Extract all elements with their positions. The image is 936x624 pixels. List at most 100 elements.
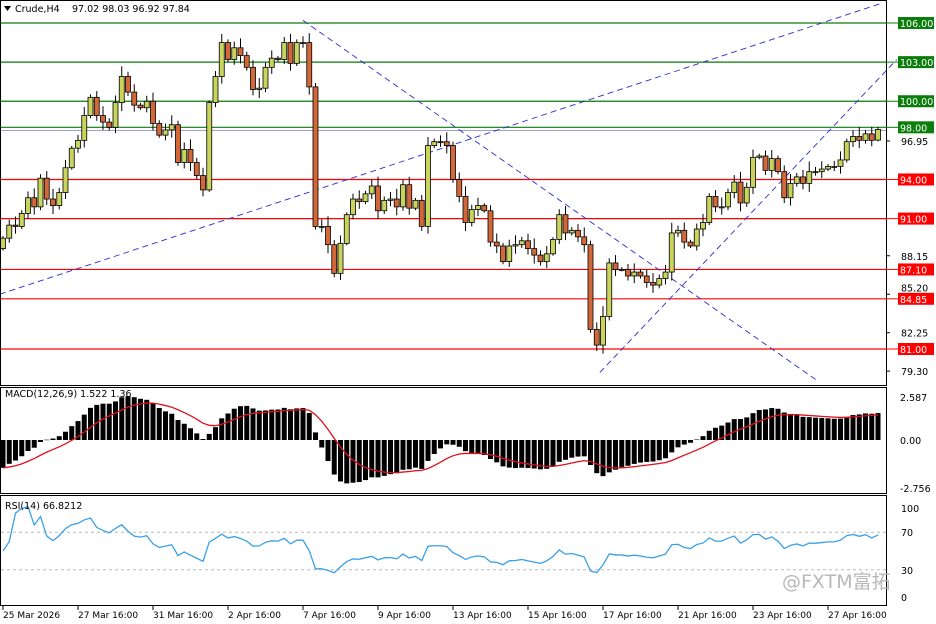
x-tick-label: 27 Mar 16:00 (78, 611, 138, 621)
macd-histogram-bar (356, 440, 362, 482)
macd-histogram-bar (506, 440, 512, 468)
macd-histogram-bar (631, 440, 637, 464)
macd-panel (0, 396, 881, 484)
y-tick-label: 96.95 (901, 137, 928, 148)
candle-down (93, 96, 100, 116)
macd-histogram-bar (413, 440, 418, 468)
macd-histogram-bar (625, 440, 631, 466)
macd-histogram-bar (431, 440, 437, 454)
macd-histogram-bar (744, 417, 750, 440)
macd-histogram-bar (188, 428, 193, 440)
macd-histogram-bar (544, 440, 550, 469)
triangle-down-icon[interactable] (4, 6, 11, 11)
rsi-label: RSI(14) 66.8212 (5, 501, 82, 512)
candle-up (862, 133, 869, 141)
macd-histogram-bar (763, 409, 768, 440)
candle-down (643, 275, 650, 283)
candle-up (162, 129, 169, 136)
candle-down (781, 171, 788, 199)
macd-panel-border (0, 387, 887, 494)
macd-histogram-bar (0, 440, 6, 468)
candle-down (325, 226, 331, 246)
macd-histogram-bar (131, 397, 137, 440)
candle-down (800, 176, 806, 184)
macd-histogram-bar (31, 440, 37, 448)
macd-histogram-bar (769, 408, 775, 440)
macd-histogram-bar (588, 440, 593, 465)
macd-histogram-bar (56, 436, 62, 440)
candle-up (281, 42, 288, 60)
x-tick-label: 23 Apr 16:00 (753, 611, 812, 621)
candle-up (75, 139, 81, 149)
y-tick-label: 85.20 (901, 283, 928, 294)
macd-histogram-bar (50, 438, 56, 440)
macd-histogram-bar (488, 440, 493, 459)
macd-histogram-bar (638, 440, 643, 463)
candle-up (18, 212, 25, 227)
candle-down (125, 76, 131, 93)
candle-up (550, 239, 556, 255)
candle-up (875, 129, 881, 141)
candle-down (43, 177, 50, 200)
level-price-tag (898, 121, 934, 134)
macd-histogram-bar (44, 439, 50, 441)
candle-down (131, 91, 138, 106)
candle-up (368, 185, 375, 195)
macd-histogram-bar (113, 401, 118, 440)
macd-histogram-bar (519, 440, 525, 468)
macd-histogram-bar (369, 440, 375, 478)
candle-down (712, 196, 719, 208)
macd-histogram-bar (381, 440, 387, 476)
candle-down (106, 121, 113, 128)
macd-histogram-bar (119, 397, 125, 440)
candle-up (300, 42, 306, 44)
candle-down (481, 205, 488, 212)
macd-histogram-bar (400, 440, 406, 470)
candle-up (662, 271, 669, 279)
candle-up (437, 141, 444, 144)
macd-signal-line (2, 402, 879, 474)
macd-histogram-bar (194, 433, 200, 440)
macd-histogram-bar (863, 413, 868, 440)
macd-histogram-bar (525, 440, 531, 468)
candle-up (256, 87, 263, 90)
x-tick-label: 27 Apr 16:00 (828, 611, 887, 621)
candle-up (0, 237, 6, 249)
rsi-tick-label: 30 (901, 566, 913, 577)
level-price-label: 87.10 (900, 265, 927, 276)
candle-up (825, 166, 831, 170)
macd-histogram-bar (313, 432, 318, 440)
candle-up (206, 102, 213, 191)
candle-down (331, 244, 338, 274)
candle-up (431, 141, 438, 146)
candle-up (850, 136, 856, 143)
macd-histogram-bar (144, 399, 150, 440)
macd-histogram-bar (219, 418, 225, 440)
candle-down (581, 236, 588, 246)
candle-down (156, 123, 163, 136)
macd-histogram-bar (669, 440, 675, 453)
rsi-line (2, 505, 879, 574)
macd-histogram-bar (594, 440, 600, 474)
level-price-label: 84.85 (900, 295, 927, 306)
macd-histogram-bar (63, 431, 68, 440)
macd-histogram-bar (244, 405, 250, 440)
macd-histogram-bar (394, 440, 400, 474)
candle-down (562, 214, 569, 234)
macd-histogram-bar (844, 416, 850, 440)
candle-down (193, 162, 200, 176)
candle-up (618, 269, 625, 271)
candle-up (112, 102, 119, 128)
macd-histogram-bar (650, 440, 656, 462)
macd-histogram-bar (688, 440, 693, 443)
x-tick-label: 31 Mar 16:00 (153, 611, 213, 621)
rsi-panel (1, 505, 886, 574)
candle-down (187, 149, 194, 163)
candle-down (225, 42, 231, 60)
candle-down (856, 136, 863, 141)
macd-histogram-bar (794, 415, 800, 440)
candle-up (706, 196, 713, 223)
macd-histogram-bar (419, 440, 425, 469)
